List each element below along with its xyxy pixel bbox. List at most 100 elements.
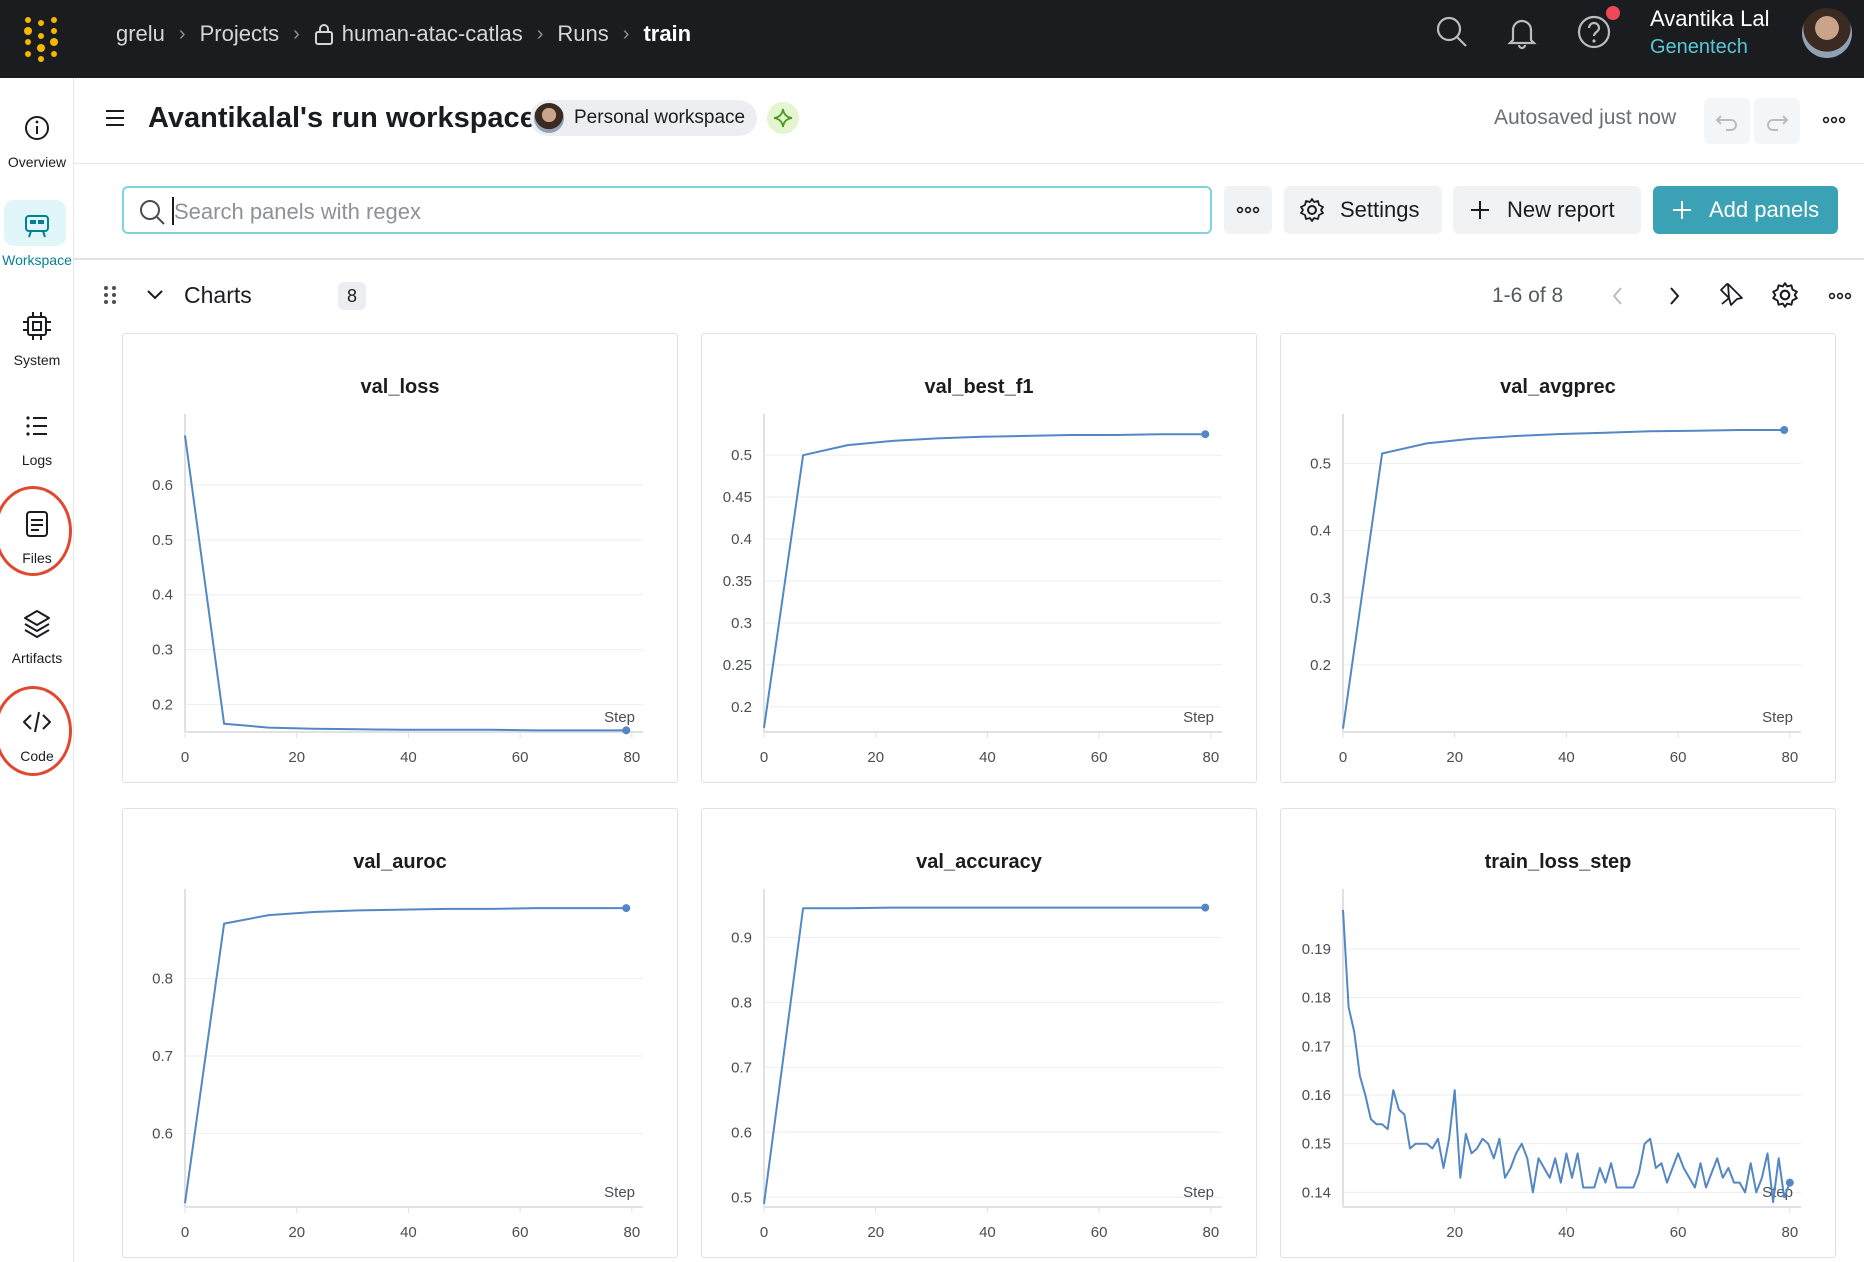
y-tick-label: 0.4 (731, 531, 752, 548)
y-tick-label: 0.2 (152, 697, 173, 714)
series-line (1342, 909, 1791, 1204)
section-title[interactable]: Charts (184, 282, 252, 308)
more-options-icon[interactable] (1828, 284, 1852, 308)
toolbar-divider (74, 258, 1864, 260)
add-panels-button[interactable]: Add panels (1653, 186, 1838, 234)
redo-button[interactable] (1754, 98, 1800, 144)
last-point-marker (622, 904, 631, 913)
breadcrumb-runs[interactable]: Runs (557, 21, 609, 46)
sparkle-button[interactable] (767, 102, 799, 134)
y-tick-label: 0.18 (1302, 990, 1331, 1007)
chevron-down-icon[interactable] (146, 288, 164, 302)
user-name[interactable]: Avantika Lal (1650, 6, 1770, 31)
y-tick-label: 0.3 (731, 615, 752, 632)
gear-icon[interactable] (1770, 280, 1800, 310)
list-icon (26, 416, 47, 436)
chevron-left-icon[interactable] (1606, 282, 1630, 310)
breadcrumb-projects[interactable]: Projects (199, 21, 280, 46)
chevron-right-icon: › (178, 22, 186, 45)
menu-icon[interactable] (104, 108, 126, 128)
chart-panel[interactable]: val_accuracy 0.5 0.6 0.7 0.8 0.9 0 20 40 60 80 Ste… (701, 808, 1257, 1258)
y-tick-label: 0.19 (1302, 941, 1331, 958)
more-options-icon[interactable] (1822, 108, 1846, 132)
chart-panel[interactable]: train_loss_step 0.14 0.15 0.16 0.17 0.18 0.19… (1280, 808, 1836, 1258)
x-tick-label: 40 (979, 749, 996, 766)
sidebar-item-system[interactable]: System (0, 296, 74, 386)
y-tick-label: 0.6 (152, 1125, 173, 1142)
search-icon (140, 200, 165, 225)
sidebar-item-artifacts[interactable]: Artifacts (0, 594, 74, 684)
lock-icon (314, 23, 334, 45)
search-input[interactable]: Search panels with regex (122, 186, 1212, 234)
search-placeholder: Search panels with regex (174, 199, 422, 224)
more-options-icon (1236, 206, 1260, 214)
y-tick-label: 0.2 (731, 699, 752, 716)
help-icon[interactable] (1576, 14, 1612, 50)
chevron-right-icon[interactable] (1662, 282, 1686, 310)
chart-title: train_loss_step (1484, 851, 1632, 873)
y-tick-label: 0.3 (152, 642, 173, 659)
line-chart: 0.6 0.7 0.8 0 20 40 60 80 Step (152, 889, 643, 1241)
series-line (763, 433, 1206, 728)
avatar (534, 103, 564, 133)
sidebar-item-label: Artifacts (11, 650, 63, 666)
add-panels-label: Add panels (1709, 197, 1820, 222)
sparkle-icon (773, 108, 793, 128)
undo-button[interactable] (1704, 98, 1750, 144)
x-axis-label: Step (604, 709, 635, 726)
sidebar-item-label: Overview (7, 154, 67, 170)
new-report-button[interactable]: New report (1453, 186, 1641, 234)
highlight-circle-files (0, 486, 72, 576)
y-tick-label: 0.6 (731, 1124, 752, 1141)
breadcrumb-run[interactable]: train (643, 21, 692, 46)
y-tick-label: 0.25 (723, 657, 752, 674)
chart-title: val_avgprec (1500, 376, 1616, 398)
chart-panel[interactable]: val_avgprec 0.2 0.3 0.4 0.5 0 20 40 60 80 Step (1280, 333, 1836, 783)
y-tick-label: 0.7 (152, 1048, 173, 1065)
x-axis-label: Step (1762, 709, 1793, 726)
series-line (184, 907, 627, 1204)
x-tick-label: 40 (400, 1224, 417, 1241)
breadcrumb-entity[interactable]: grelu (116, 21, 165, 46)
bell-icon[interactable] (1504, 14, 1540, 50)
x-tick-label: 80 (623, 749, 640, 766)
highlight-circle-code (0, 686, 72, 776)
wandb-logo-icon[interactable] (22, 14, 62, 64)
y-tick-label: 0.3 (1310, 590, 1331, 607)
chip-icon (23, 312, 51, 340)
chart-title: val_accuracy (916, 851, 1042, 873)
text-cursor (172, 197, 174, 225)
line-chart: 0.5 0.6 0.7 0.8 0.9 0 20 40 60 80 Step (731, 889, 1222, 1241)
breadcrumb-project[interactable]: human-atac-catlas (341, 21, 523, 46)
sidebar-item-logs[interactable]: Logs (0, 396, 74, 486)
y-tick-label: 0.9 (731, 929, 752, 946)
sidebar-item-workspace[interactable]: Workspace (0, 196, 74, 286)
x-tick-label: 0 (760, 1224, 768, 1241)
workspace-selector[interactable]: Personal workspace (530, 100, 758, 136)
chart-panel[interactable]: val_loss 0.2 0.3 0.4 0.5 0.6 0 20 40 60 80 Step (122, 333, 678, 783)
search-options-button[interactable] (1224, 186, 1272, 234)
pin-icon[interactable] (1714, 278, 1748, 312)
chart-panel[interactable]: val_best_f1 0.2 0.25 0.3 0.35 0.4 0.45 0.5 0 20 4… (701, 333, 1257, 783)
sidebar-item-label: Workspace (2, 252, 72, 268)
x-tick-label: 80 (1202, 749, 1219, 766)
x-tick-label: 40 (1558, 1224, 1575, 1241)
workspace-chip-label: Personal workspace (574, 107, 746, 128)
y-tick-label: 0.45 (723, 489, 752, 506)
settings-label: Settings (1340, 197, 1420, 222)
search-icon[interactable] (1434, 14, 1470, 50)
x-tick-label: 20 (867, 1224, 884, 1241)
avatar[interactable] (1802, 8, 1852, 58)
last-point-marker (1201, 430, 1210, 439)
settings-button[interactable]: Settings (1284, 186, 1442, 234)
x-tick-label: 40 (400, 749, 417, 766)
x-tick-label: 0 (181, 1224, 189, 1241)
x-tick-label: 20 (288, 749, 305, 766)
drag-handle-icon[interactable] (102, 284, 118, 306)
sidebar-item-overview[interactable]: Overview (0, 98, 74, 188)
chart-panel[interactable]: val_auroc 0.6 0.7 0.8 0 20 40 60 80 Step (122, 808, 678, 1258)
x-tick-label: 20 (1446, 1224, 1463, 1241)
user-org[interactable]: Genentech (1650, 36, 1748, 58)
x-tick-label: 60 (512, 749, 529, 766)
new-report-label: New report (1507, 197, 1615, 222)
